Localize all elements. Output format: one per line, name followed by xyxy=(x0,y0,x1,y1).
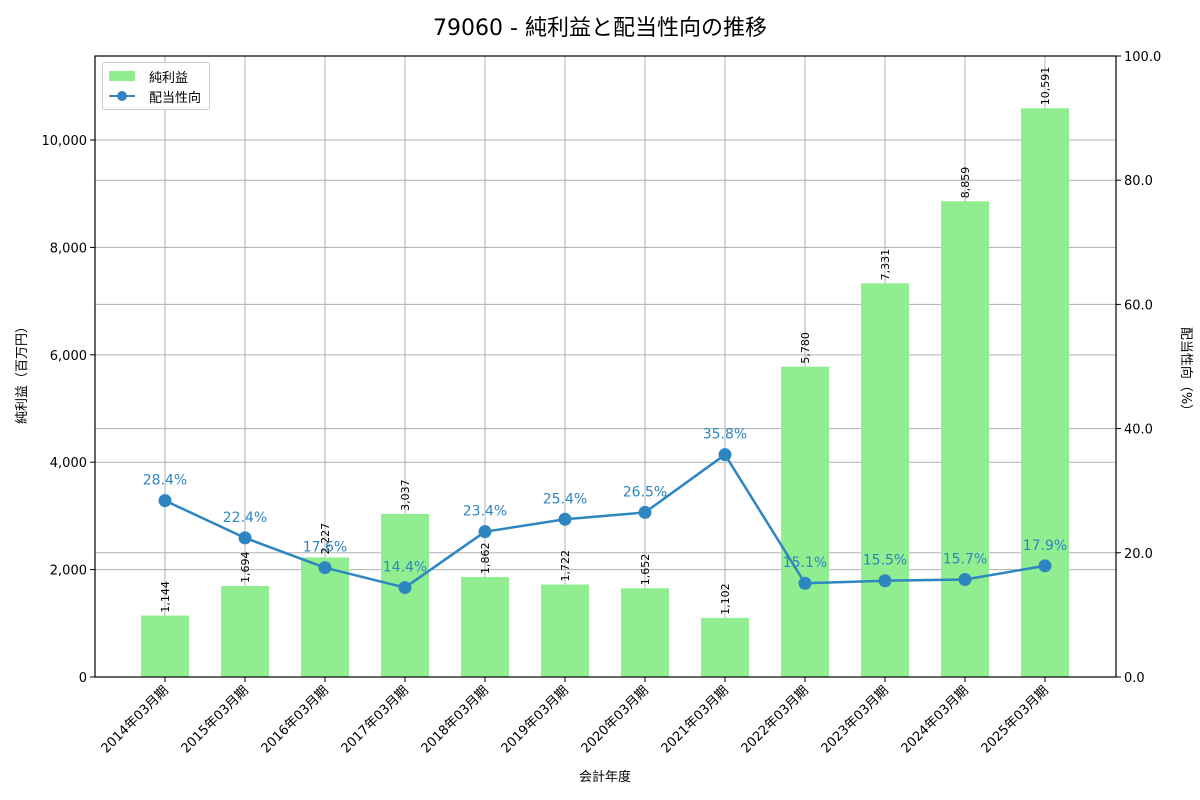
line-value-labels: 28.4% 22.4% 17.6% 14.4% 23.4% 25.4% 26.5% 35.8%… xyxy=(143,427,1067,576)
line-value-label: 17.6% xyxy=(303,540,347,556)
x-axis-ticks: 2014年03月期 2015年03月期 2016年03月期 2017年03月期 2018… xyxy=(99,677,1052,757)
x-tick-label: 2022年03月期 xyxy=(739,683,812,756)
line-value-label: 26.5% xyxy=(623,484,667,500)
line-value-label: 15.1% xyxy=(783,555,827,571)
bar xyxy=(141,615,189,677)
line-marker xyxy=(718,448,732,462)
right-y-axis-ticks: 0.0 20.0 40.0 60.0 80.0 100.0 xyxy=(1116,50,1161,686)
right-y-tick-label: 100.0 xyxy=(1124,50,1161,65)
left-y-tick-label: 2,000 xyxy=(50,564,87,579)
bar-value-label: 8,859 xyxy=(959,167,972,199)
line-value-label: 35.8% xyxy=(703,427,747,443)
line-series-payout-ratio xyxy=(158,448,1052,595)
right-y-tick-label: 20.0 xyxy=(1124,547,1153,562)
line-marker xyxy=(638,505,652,519)
bar-value-label: 1,652 xyxy=(639,554,652,586)
right-y-tick-label: 0.0 xyxy=(1124,671,1145,686)
line-value-label: 15.5% xyxy=(863,553,907,569)
x-tick-label: 2019年03月期 xyxy=(499,683,572,756)
right-y-tick-label: 60.0 xyxy=(1124,298,1153,313)
line-marker xyxy=(478,525,492,539)
x-tick-label: 2024年03月期 xyxy=(899,683,972,756)
bar-value-label: 10,591 xyxy=(1039,67,1052,106)
left-y-tick-label: 4,000 xyxy=(50,456,87,471)
left-y-axis-label: 純利益（百万円） xyxy=(15,320,30,424)
bar xyxy=(621,588,669,677)
line-value-label: 14.4% xyxy=(383,560,427,576)
bar xyxy=(861,283,909,677)
line-marker-swatch-icon xyxy=(109,91,135,101)
left-y-axis-ticks: 0 2,000 4,000 6,000 8,000 10,000 xyxy=(42,134,95,686)
bar-swatch-icon xyxy=(109,71,135,81)
axes xyxy=(94,55,1117,678)
bar-value-label: 1,862 xyxy=(479,543,492,575)
left-y-tick-label: 10,000 xyxy=(42,134,88,149)
left-y-tick-label: 6,000 xyxy=(50,349,87,364)
x-tick-label: 2023年03月期 xyxy=(819,683,892,756)
bar-value-labels: 1,144 1,694 2,227 3,037 1,862 1,722 1,652 1,102… xyxy=(159,67,1052,615)
line-marker xyxy=(878,574,892,588)
x-tick-label: 2021年03月期 xyxy=(659,683,732,756)
bar xyxy=(781,366,829,677)
legend-item-net-income: 純利益 xyxy=(109,66,188,86)
bar xyxy=(1021,108,1069,677)
x-tick-label: 2014年03月期 xyxy=(99,683,172,756)
line-value-label: 28.4% xyxy=(143,473,187,489)
bar xyxy=(541,584,589,677)
x-tick-label: 2015年03月期 xyxy=(179,683,252,756)
line-marker xyxy=(318,561,332,575)
bar xyxy=(301,557,349,677)
bar-value-label: 2,227 xyxy=(319,523,332,555)
x-tick-label: 2016年03月期 xyxy=(259,683,332,756)
bar xyxy=(221,586,269,677)
bar xyxy=(461,577,509,677)
bar-value-label: 1,722 xyxy=(559,550,572,582)
right-y-tick-label: 40.0 xyxy=(1124,423,1153,438)
bar-value-label: 5,780 xyxy=(799,332,812,364)
line-marker xyxy=(558,512,572,526)
line-marker xyxy=(1038,559,1052,573)
line-marker xyxy=(158,494,172,508)
line-value-label: 17.9% xyxy=(1023,538,1067,554)
bar xyxy=(381,513,429,677)
bar-value-label: 7,331 xyxy=(879,249,892,281)
bar-value-label: 3,037 xyxy=(399,479,412,511)
bar-value-label: 1,144 xyxy=(159,581,172,613)
bar-value-label: 1,102 xyxy=(719,583,732,615)
line-value-label: 23.4% xyxy=(463,504,507,520)
x-tick-label: 2017年03月期 xyxy=(339,683,412,756)
legend-label-payout-ratio: 配当性向 xyxy=(149,90,202,106)
line-marker xyxy=(238,531,252,545)
chart-title: 79060 - 純利益と配当性向の推移 xyxy=(433,16,767,41)
line-value-label: 25.4% xyxy=(543,491,587,507)
legend-item-payout-ratio: 配当性向 xyxy=(109,86,201,106)
bar-series-net-income xyxy=(141,108,1069,677)
left-y-tick-label: 8,000 xyxy=(50,241,87,256)
line-value-label: 22.4% xyxy=(223,510,267,526)
legend: 純利益 配当性向 xyxy=(102,62,210,110)
bar xyxy=(701,617,749,677)
x-axis-label: 会計年度 xyxy=(579,769,631,785)
bar xyxy=(941,201,989,677)
legend-label-net-income: 純利益 xyxy=(149,70,189,86)
line-value-label: 15.7% xyxy=(943,552,987,568)
x-tick-label: 2018年03月期 xyxy=(419,683,492,756)
x-tick-label: 2025年03月期 xyxy=(979,683,1052,756)
right-y-axis-label: 配当性向（%） xyxy=(1178,327,1194,417)
left-y-tick-label: 0 xyxy=(79,671,87,686)
x-tick-label: 2020年03月期 xyxy=(579,683,652,756)
line-marker xyxy=(798,576,812,590)
bar-value-label: 1,694 xyxy=(239,552,252,584)
right-y-tick-label: 80.0 xyxy=(1124,174,1153,189)
line-marker xyxy=(398,581,412,595)
line-marker xyxy=(958,573,972,587)
